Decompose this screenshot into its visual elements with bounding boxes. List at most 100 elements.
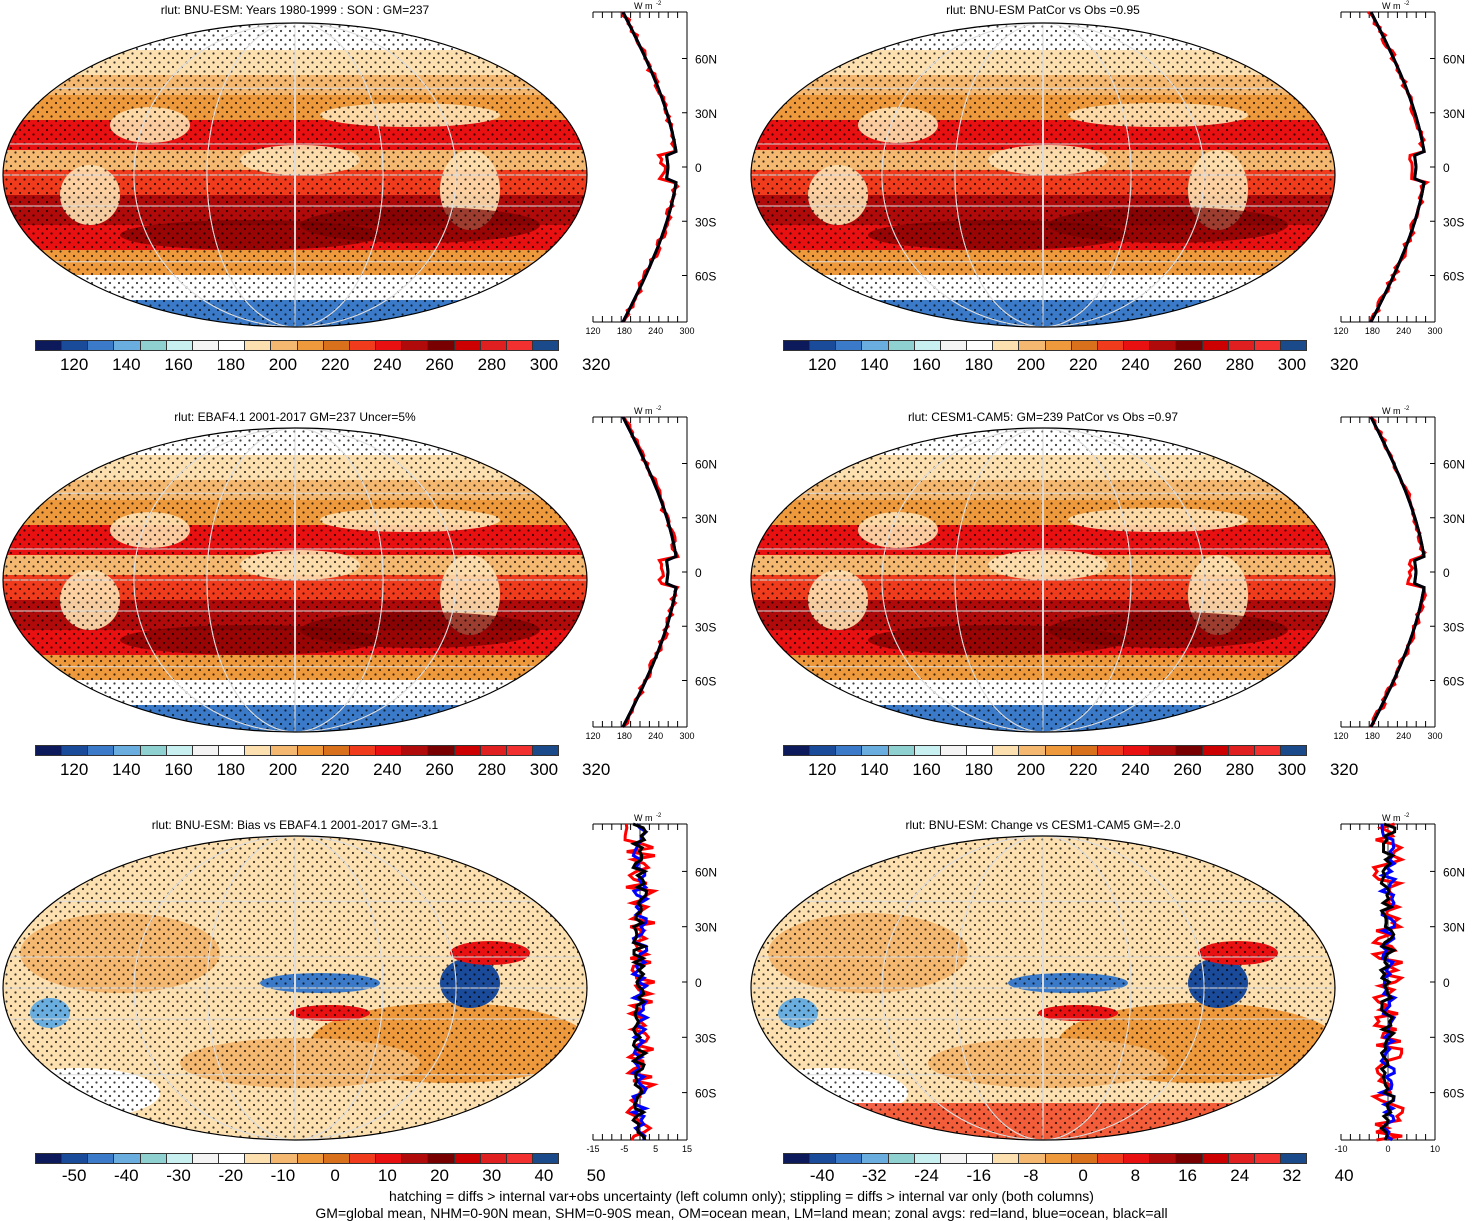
colorbar-tick-label: 320: [581, 760, 611, 779]
colorbar-tick-label: -8: [1023, 1166, 1039, 1185]
map-meridian: [954, 428, 1132, 732]
colorbar-swatch: [506, 1154, 533, 1163]
colorbar-swatch: [88, 746, 115, 755]
colorbar-swatch: [349, 746, 377, 755]
zonal-x-label: 180: [1365, 326, 1380, 336]
zonal-series-line: [1378, 822, 1398, 1141]
colorbar-swatch: [1019, 341, 1046, 350]
colorbar-swatch: [166, 746, 193, 755]
colorbar-swatch: [810, 341, 837, 350]
colorbar-swatch: [166, 1154, 193, 1163]
colorbar-swatch: [810, 1154, 837, 1163]
colorbar-tick-label: 160: [164, 355, 193, 374]
colorbar-tick-label: 240: [1121, 760, 1150, 779]
colorbar-tick-label: 24: [1230, 1166, 1250, 1185]
colorbar-swatch: [297, 1154, 324, 1163]
colorbar-tick-label: 120: [807, 355, 837, 374]
colorbar-tick-label: 320: [581, 355, 611, 374]
colorbar-tick-label: 300: [1277, 760, 1307, 779]
map-meridian: [294, 23, 296, 327]
colorbar-swatch: [88, 1154, 115, 1163]
colorbar-tick-label: 20: [430, 1166, 450, 1185]
colorbar-tick-label: 40: [1334, 1166, 1354, 1185]
zonal-x-label: 180: [617, 731, 632, 741]
map-meridian: [206, 23, 384, 327]
zonal-units: W m: [1382, 813, 1401, 823]
colorbar-swatch: [1254, 746, 1281, 755]
zonal-x-label: 240: [1396, 326, 1411, 336]
zonal-x-label: 15: [682, 1144, 692, 1154]
colorbar-tick-label: 260: [425, 355, 454, 374]
colorbar-tick-label: 280: [477, 355, 506, 374]
colorbar-swatch: [914, 746, 941, 755]
zonal-x-label: 300: [679, 326, 694, 336]
colorbar-tick-label: -40: [809, 1166, 835, 1185]
panel-title-6: rlut: BNU-ESM: Change vs CESM1-CAM5 GM=-…: [905, 818, 1181, 832]
footer-line-1: hatching = diffs > internal var+obs unce…: [389, 1188, 1094, 1204]
colorbar-swatch: [454, 341, 481, 350]
colorbar-tick-label: 220: [320, 760, 350, 779]
colorbar-tick-label: 280: [477, 760, 506, 779]
zonal-lat-label: 30N: [695, 512, 717, 526]
zonal-lat-label: 30S: [695, 215, 716, 229]
zonal-lat-label: 60S: [695, 1087, 716, 1101]
colorbar-swatch: [114, 1154, 141, 1163]
colorbar-tick-label: 120: [59, 760, 89, 779]
zonal-units: W m: [634, 1, 653, 11]
colorbar-swatch: [271, 341, 298, 350]
colorbar-swatch: [88, 341, 115, 350]
map-meridian: [1042, 23, 1044, 327]
zonal-series-line: [1376, 823, 1398, 1142]
zonal-x-label: -5: [620, 1144, 628, 1154]
zonal-units-sup: -2: [1404, 406, 1410, 412]
colorbar-swatch: [219, 746, 246, 755]
colorbar-tick-label: -50: [61, 1166, 87, 1185]
zonal-x-label: 300: [1427, 731, 1442, 741]
colorbar-swatch: [1045, 746, 1072, 755]
zonal-plot-4: W m -2 60N 30N 0 30S 60S 120 180 240 300: [1333, 406, 1465, 741]
colorbar-tick-label: 240: [373, 760, 402, 779]
colorbar-swatch: [1254, 1154, 1281, 1163]
zonal-x-label: 240: [648, 326, 663, 336]
zonal-lat-label: 30S: [695, 1031, 716, 1045]
colorbar-swatch: [888, 341, 915, 350]
zonal-series-line: [1369, 11, 1426, 323]
colorbar-swatch: [1280, 341, 1307, 350]
colorbar-tick-label: 180: [964, 760, 993, 779]
colorbar-tick-label: 8: [1130, 1166, 1141, 1185]
zonal-lat-label: 30N: [1443, 107, 1465, 121]
colorbar-tick-label: 300: [529, 760, 559, 779]
map-border: [750, 427, 1336, 733]
colorbar-swatch: [862, 1154, 889, 1163]
colorbar-tick-label: 140: [112, 355, 141, 374]
colorbar-swatch: [862, 746, 889, 755]
colorbar-swatch: [1150, 746, 1177, 755]
colorbar-swatch: [993, 746, 1020, 755]
zonal-plot-1: W m -2 60N 30N 0 30S 60S 120 180 240 300: [585, 1, 717, 336]
colorbar-swatch: [940, 1154, 968, 1163]
zonal-x-label: 120: [585, 326, 600, 336]
colorbar-swatch: [402, 341, 429, 350]
colorbar-tick-label: 50: [586, 1166, 606, 1185]
zonal-lat-label: 30S: [1443, 215, 1464, 229]
colorbar-swatch: [967, 746, 994, 755]
colorbar-swatch: [1071, 746, 1098, 755]
colorbar-swatch: [1176, 341, 1203, 350]
colorbar-swatch: [454, 1154, 481, 1163]
colorbar-tick-label: 140: [860, 355, 889, 374]
colorbar-tick-label: 200: [1016, 355, 1046, 374]
colorbar-swatch: [140, 746, 167, 755]
colorbar-tick-label: 160: [912, 760, 941, 779]
map-panel-2: [750, 22, 1336, 328]
map-panel-1: [2, 22, 588, 328]
zonal-plot-2: W m -2 60N 30N 0 30S 60S 120 180 240 300: [1333, 1, 1465, 336]
colorbar-swatch: [1202, 1154, 1229, 1163]
zonal-lat-label: 60S: [1443, 675, 1464, 689]
colorbar-swatch: [1045, 341, 1072, 350]
colorbar-swatch: [219, 1154, 246, 1163]
colorbar-swatch: [784, 341, 811, 350]
colorbar-swatch: [993, 341, 1020, 350]
colorbar-tick-label: -16: [966, 1166, 992, 1185]
colorbar-tick-label: 280: [1225, 355, 1254, 374]
map-meridian: [954, 23, 1132, 327]
